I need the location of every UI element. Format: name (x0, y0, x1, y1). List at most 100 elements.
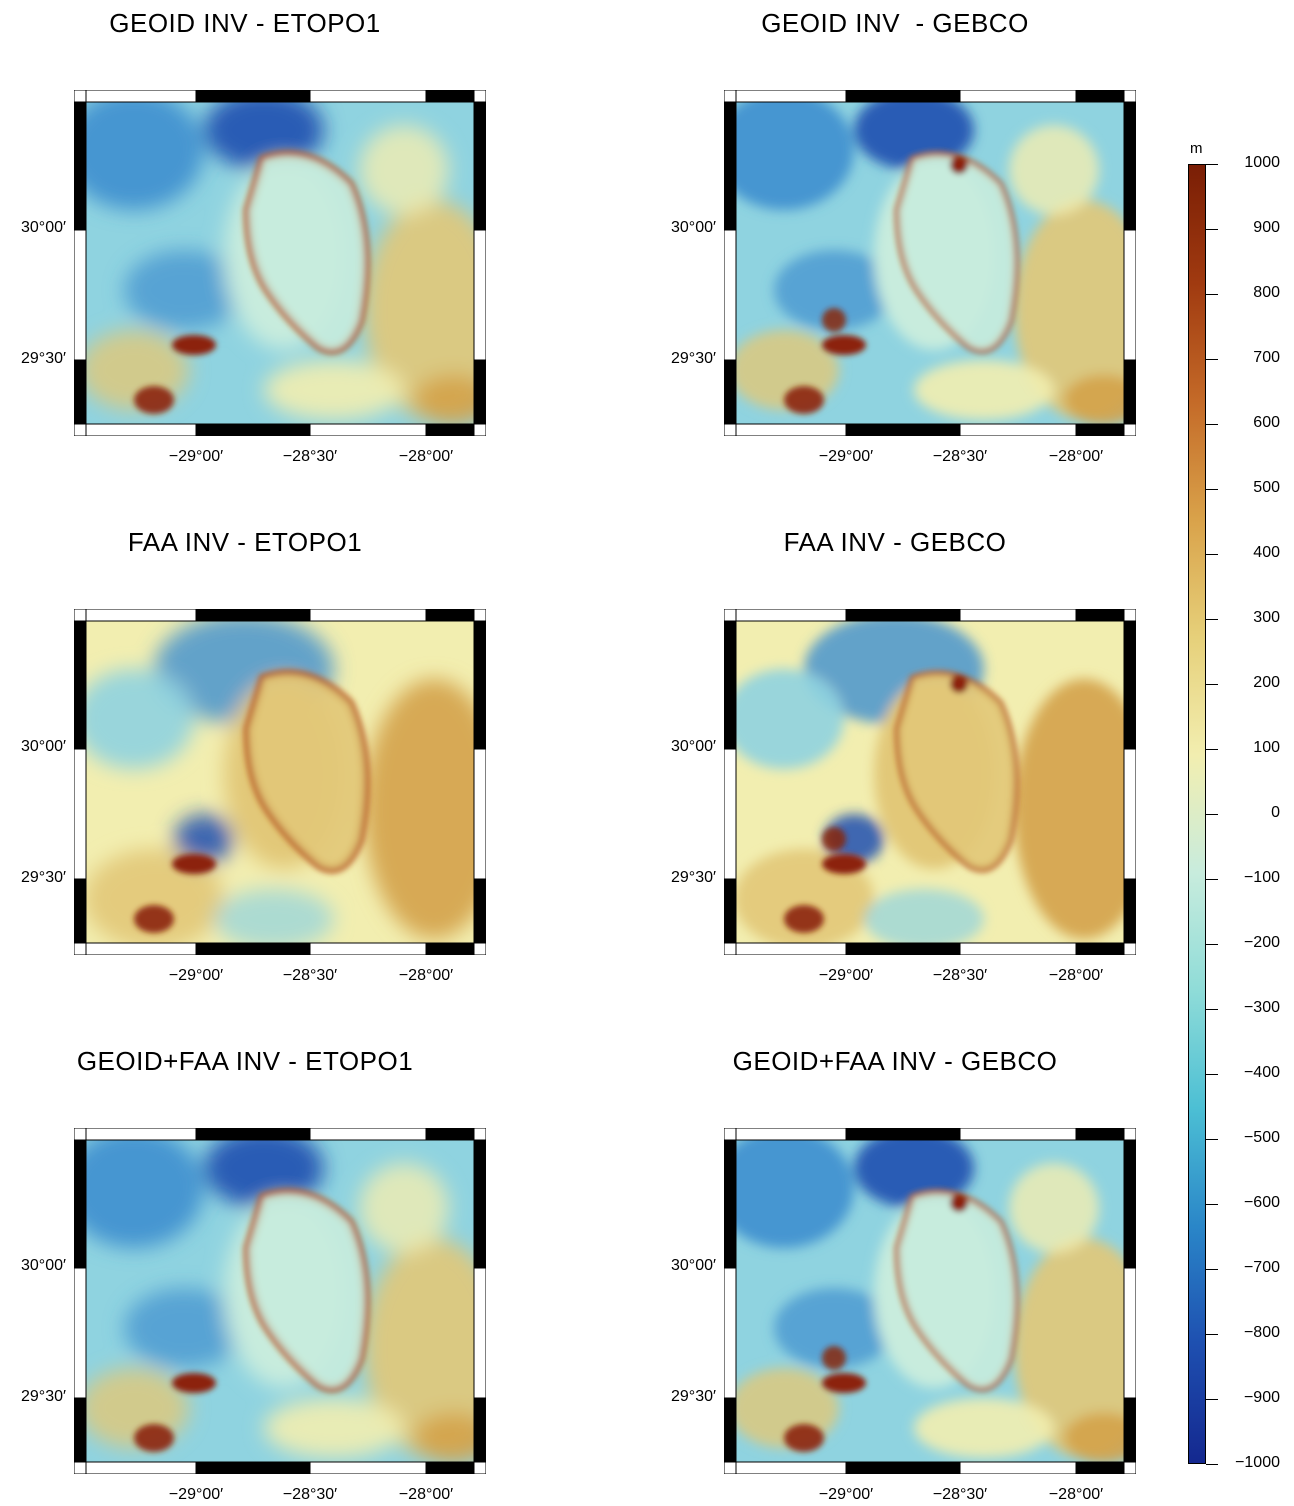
map-panel: GEOID+FAA INV - GEBCO 30°00′ 29°30′ −29°00′… (650, 1038, 1140, 1503)
panel-title: GEOID INV - GEBCO (761, 8, 1029, 38)
colorbar-tick (1206, 1074, 1218, 1075)
map-panel: FAA INV - GEBCO 30°00′ 29°30′ −29°00′ −28°30… (650, 519, 1140, 984)
colorbar-tick (1206, 229, 1218, 230)
colorbar-tick (1206, 1204, 1218, 1205)
longitude-tick-label: −29°00′ (168, 967, 224, 984)
colorbar-tick (1206, 619, 1218, 620)
longitude-tick-label: −28°30′ (932, 967, 988, 984)
longitude-tick-label: −29°00′ (818, 448, 874, 465)
anomaly-field (86, 621, 474, 943)
colorbar-label: −400 (1243, 1064, 1280, 1081)
colorbar-tick (1206, 879, 1218, 880)
colorbar-tick (1206, 359, 1218, 360)
colorbar-tick (1206, 489, 1218, 490)
colorbar-tick (1206, 554, 1218, 555)
map-frame (724, 609, 1136, 955)
colorbar-label: 0 (1271, 804, 1280, 821)
latitude-tick-label: 29°30′ (671, 350, 716, 367)
latitude-tick-label: 30°00′ (21, 1257, 66, 1274)
colorbar-tick (1206, 1334, 1218, 1335)
latitude-tick-label: 29°30′ (671, 1388, 716, 1405)
panel-title: FAA INV - GEBCO (783, 527, 1007, 557)
colorbar-tick (1206, 944, 1218, 945)
longitude-tick-label: −28°30′ (282, 448, 338, 465)
colorbar-label: −1000 (1235, 1454, 1280, 1471)
latitude-tick-label: 29°30′ (21, 869, 66, 886)
colorbar-label: −300 (1243, 999, 1280, 1016)
map-canvas (74, 90, 486, 436)
colorbar-label: 100 (1253, 739, 1280, 756)
colorbar-label: 700 (1253, 349, 1280, 366)
colorbar-tick (1206, 749, 1218, 750)
colorbar (1188, 164, 1206, 1464)
map-panel: GEOID INV - ETOPO1 30°00′ 29°30′ −29°00′ −28… (0, 0, 490, 465)
colorbar-label: 600 (1253, 414, 1280, 431)
anomaly-field (86, 102, 474, 424)
colorbar-tick (1206, 814, 1218, 815)
map-frame (74, 90, 486, 436)
anomaly-field (736, 621, 1124, 943)
colorbar-label: 500 (1253, 479, 1280, 496)
longitude-tick-label: −29°00′ (168, 1486, 224, 1503)
colorbar-tick (1206, 424, 1218, 425)
colorbar-label: −900 (1243, 1389, 1280, 1406)
longitude-tick-label: −28°30′ (932, 1486, 988, 1503)
longitude-tick-label: −28°00′ (1048, 1486, 1104, 1503)
latitude-tick-label: 29°30′ (21, 350, 66, 367)
map-frame (74, 1128, 486, 1474)
panel-title: GEOID+FAA INV - ETOPO1 (76, 1046, 414, 1076)
colorbar-label: 400 (1253, 544, 1280, 561)
longitude-tick-label: −29°00′ (818, 1486, 874, 1503)
map-canvas (724, 1128, 1136, 1474)
colorbar-label: −700 (1243, 1259, 1280, 1276)
latitude-tick-label: 29°30′ (671, 869, 716, 886)
colorbar-tick (1206, 1399, 1218, 1400)
map-panel: GEOID+FAA INV - ETOPO1 30°00′ 29°30′ −29°00… (0, 1038, 490, 1503)
map-frame (724, 90, 1136, 436)
latitude-tick-label: 30°00′ (671, 219, 716, 236)
panel-title: GEOID+FAA INV - GEBCO (732, 1046, 1058, 1076)
colorbar-tick (1206, 1139, 1218, 1140)
map-frame (724, 1128, 1136, 1474)
longitude-tick-label: −29°00′ (168, 448, 224, 465)
colorbar-label: −200 (1243, 934, 1280, 951)
longitude-tick-label: −28°00′ (398, 1486, 454, 1503)
map-border (724, 1128, 1136, 1474)
map-canvas (74, 1128, 486, 1474)
colorbar-tick (1206, 294, 1218, 295)
map-border (74, 1128, 486, 1474)
longitude-tick-label: −28°00′ (398, 967, 454, 984)
colorbar-label: 300 (1253, 609, 1280, 626)
colorbar-label: 900 (1253, 219, 1280, 236)
colorbar-label: −800 (1243, 1324, 1280, 1341)
longitude-tick-label: −28°30′ (932, 448, 988, 465)
colorbar-tick (1206, 1009, 1218, 1010)
longitude-tick-label: −28°30′ (282, 967, 338, 984)
longitude-tick-label: −28°30′ (282, 1486, 338, 1503)
longitude-tick-label: −28°00′ (1048, 967, 1104, 984)
colorbar-label: 1000 (1244, 154, 1280, 171)
colorbar-tick (1206, 1269, 1218, 1270)
colorbar-tick (1206, 164, 1218, 165)
anomaly-field (736, 1140, 1124, 1462)
map-border (74, 90, 486, 436)
longitude-tick-label: −28°00′ (1048, 448, 1104, 465)
colorbar-tick (1206, 684, 1218, 685)
anomaly-field (86, 1140, 474, 1462)
map-canvas (724, 609, 1136, 955)
panel-title: FAA INV - ETOPO1 (127, 527, 363, 557)
latitude-tick-label: 30°00′ (21, 219, 66, 236)
anomaly-field (736, 102, 1124, 424)
longitude-tick-label: −28°00′ (398, 448, 454, 465)
colorbar-label: −100 (1243, 869, 1280, 886)
latitude-tick-label: 29°30′ (21, 1388, 66, 1405)
colorbar-tick (1206, 1464, 1218, 1465)
map-panel: GEOID INV - GEBCO 30°00′ 29°30′ −29°00′ −28°… (650, 0, 1140, 465)
map-panel: FAA INV - ETOPO1 30°00′ 29°30′ −29°00′ −28°3… (0, 519, 490, 984)
map-border (724, 609, 1136, 955)
colorbar-label: 200 (1253, 674, 1280, 691)
colorbar-unit: m (1190, 140, 1203, 157)
map-frame (74, 609, 486, 955)
colorbar-label: −500 (1243, 1129, 1280, 1146)
map-canvas (724, 90, 1136, 436)
